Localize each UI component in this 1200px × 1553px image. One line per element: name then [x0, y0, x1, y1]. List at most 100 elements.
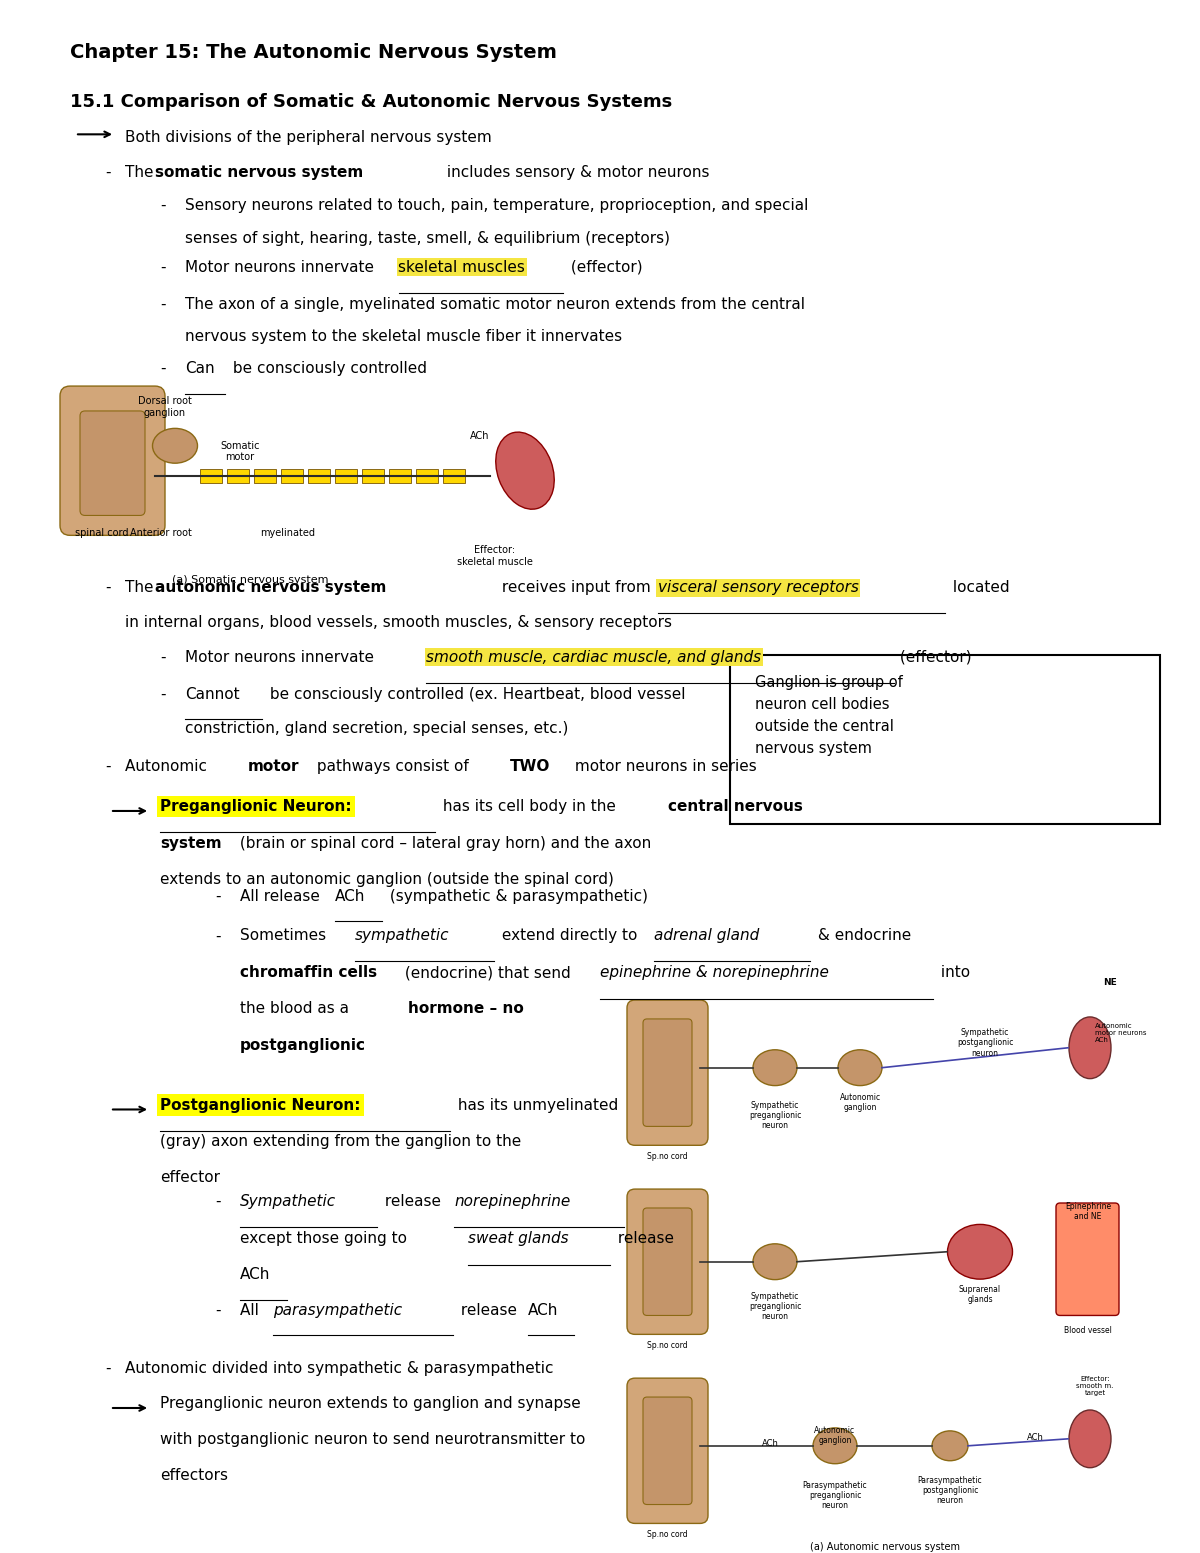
Text: motor: motor [248, 759, 300, 775]
Text: Sp.no cord: Sp.no cord [647, 1152, 688, 1162]
Text: (endocrine) that send: (endocrine) that send [400, 966, 576, 980]
Text: ACh: ACh [1026, 1433, 1044, 1441]
Text: located: located [948, 581, 1009, 595]
FancyBboxPatch shape [643, 1398, 692, 1505]
Bar [227, 469, 250, 483]
Text: extends to an autonomic ganglion (outside the spinal cord): extends to an autonomic ganglion (outsid… [160, 871, 614, 887]
Text: smooth muscle, cardiac muscle, and glands: smooth muscle, cardiac muscle, and gland… [426, 649, 762, 665]
Text: Can: Can [185, 362, 215, 376]
Text: -: - [160, 259, 166, 275]
Text: Dorsal root
ganglion: Dorsal root ganglion [138, 396, 192, 418]
Text: -: - [106, 759, 110, 775]
Text: (effector): (effector) [566, 259, 643, 275]
Text: The: The [125, 165, 158, 180]
Text: Anterior root: Anterior root [130, 528, 192, 539]
Text: myelinated: myelinated [260, 528, 314, 539]
Ellipse shape [754, 1050, 797, 1086]
Text: Postganglionic Neuron:: Postganglionic Neuron: [160, 1098, 360, 1112]
Text: has its unmyelinated: has its unmyelinated [454, 1098, 618, 1112]
Text: -: - [160, 686, 166, 702]
Text: -: - [160, 199, 166, 213]
Text: (effector): (effector) [895, 649, 972, 665]
Text: Sympathetic
preganglionic
neuron: Sympathetic preganglionic neuron [749, 1292, 802, 1322]
Ellipse shape [948, 1224, 1013, 1280]
Text: ACh: ACh [762, 1438, 779, 1447]
Ellipse shape [814, 1427, 857, 1464]
Text: constriction, gland secretion, special senses, etc.): constriction, gland secretion, special s… [185, 722, 569, 736]
Text: -: - [215, 1194, 221, 1210]
Text: release: release [613, 1232, 674, 1246]
Text: (sympathetic & parasympathetic): (sympathetic & parasympathetic) [385, 888, 648, 904]
Text: Suprarenal
glands: Suprarenal glands [959, 1284, 1001, 1305]
Ellipse shape [754, 1244, 797, 1280]
FancyBboxPatch shape [80, 412, 145, 516]
Text: All: All [240, 1303, 264, 1317]
Text: effector: effector [160, 1169, 220, 1185]
Text: (a) Autonomic nervous system: (a) Autonomic nervous system [810, 1542, 960, 1553]
Ellipse shape [496, 432, 554, 509]
Text: system: system [160, 836, 222, 851]
Text: Blood vessel: Blood vessel [1064, 1326, 1112, 1336]
Text: Parasympathetic
postganglionic
neuron: Parasympathetic postganglionic neuron [918, 1475, 983, 1505]
Text: 15.1 Comparison of Somatic & Autonomic Nervous Systems: 15.1 Comparison of Somatic & Autonomic N… [70, 93, 672, 110]
Text: The axon of a single, myelinated somatic motor neuron extends from the central: The axon of a single, myelinated somatic… [185, 297, 805, 312]
Text: Motor neurons innervate: Motor neurons innervate [185, 649, 379, 665]
Text: -: - [106, 581, 110, 595]
Bar [281, 469, 302, 483]
Text: -: - [215, 888, 221, 904]
FancyBboxPatch shape [628, 1378, 708, 1523]
Text: senses of sight, hearing, taste, smell, & equilibrium (receptors): senses of sight, hearing, taste, smell, … [185, 231, 670, 245]
Text: ACh: ACh [240, 1267, 270, 1281]
Text: ACh: ACh [335, 888, 365, 904]
Text: (a) Somatic nervous system: (a) Somatic nervous system [172, 575, 329, 585]
Text: ACh: ACh [528, 1303, 558, 1317]
Text: be consciously controlled (ex. Heartbeat, blood vessel: be consciously controlled (ex. Heartbeat… [265, 686, 685, 702]
Text: visceral sensory receptors: visceral sensory receptors [658, 581, 859, 595]
Text: chromaffin cells: chromaffin cells [240, 966, 377, 980]
Text: -: - [215, 929, 221, 943]
Text: Both divisions of the peripheral nervous system: Both divisions of the peripheral nervous… [125, 130, 492, 146]
Text: parasympathetic: parasympathetic [274, 1303, 402, 1317]
Text: norepinephrine: norepinephrine [454, 1194, 570, 1210]
Text: Parasympathetic
preganglionic
neuron: Parasympathetic preganglionic neuron [803, 1480, 868, 1511]
Text: into: into [936, 966, 970, 980]
Text: autonomic nervous system: autonomic nervous system [155, 581, 386, 595]
Text: Somatic
motor: Somatic motor [221, 441, 259, 463]
Ellipse shape [1069, 1017, 1111, 1079]
Ellipse shape [1069, 1410, 1111, 1468]
Text: Motor neurons innervate: Motor neurons innervate [185, 259, 379, 275]
Text: -: - [215, 1303, 221, 1317]
Bar [443, 469, 466, 483]
Text: in internal organs, blood vessels, smooth muscles, & sensory receptors: in internal organs, blood vessels, smoot… [125, 615, 672, 631]
Text: includes sensory & motor neurons: includes sensory & motor neurons [442, 165, 709, 180]
Text: motor neurons in series: motor neurons in series [570, 759, 757, 775]
Text: nervous system to the skeletal muscle fiber it innervates: nervous system to the skeletal muscle fi… [185, 329, 622, 345]
Text: Preganglionic Neuron:: Preganglionic Neuron: [160, 800, 352, 814]
Text: Sensory neurons related to touch, pain, temperature, proprioception, and special: Sensory neurons related to touch, pain, … [185, 199, 809, 213]
Text: Sometimes: Sometimes [240, 929, 331, 943]
Text: Autonomic
motor neurons
ACh: Autonomic motor neurons ACh [1096, 1023, 1146, 1044]
Text: Sympathetic
postganglionic
neuron: Sympathetic postganglionic neuron [956, 1028, 1013, 1058]
Text: Sp.no cord: Sp.no cord [647, 1530, 688, 1539]
Text: extend directly to: extend directly to [497, 929, 642, 943]
FancyBboxPatch shape [1056, 1204, 1120, 1315]
Text: spinal cord: spinal cord [74, 528, 128, 539]
Text: Sympathetic: Sympathetic [240, 1194, 336, 1210]
Text: -: - [160, 362, 166, 376]
Text: Ganglion is group of
neuron cell bodies
outside the central
nervous system: Ganglion is group of neuron cell bodies … [755, 674, 902, 756]
FancyBboxPatch shape [628, 1190, 708, 1334]
Text: be consciously controlled: be consciously controlled [228, 362, 427, 376]
Text: release: release [380, 1194, 446, 1210]
Text: with postganglionic neuron to send neurotransmitter to: with postganglionic neuron to send neuro… [160, 1432, 586, 1447]
Text: effectors: effectors [160, 1468, 228, 1483]
Text: Chapter 15: The Autonomic Nervous System: Chapter 15: The Autonomic Nervous System [70, 43, 557, 62]
Bar [335, 469, 358, 483]
Text: Epinephrine
and NE: Epinephrine and NE [1064, 1202, 1111, 1221]
Text: Autonomic
ganglion: Autonomic ganglion [840, 1093, 881, 1112]
Text: Cannot: Cannot [185, 686, 240, 702]
Text: -: - [160, 297, 166, 312]
Ellipse shape [932, 1430, 968, 1461]
Text: Effector:
skeletal muscle: Effector: skeletal muscle [457, 545, 533, 567]
FancyBboxPatch shape [643, 1019, 692, 1126]
FancyBboxPatch shape [643, 1208, 692, 1315]
